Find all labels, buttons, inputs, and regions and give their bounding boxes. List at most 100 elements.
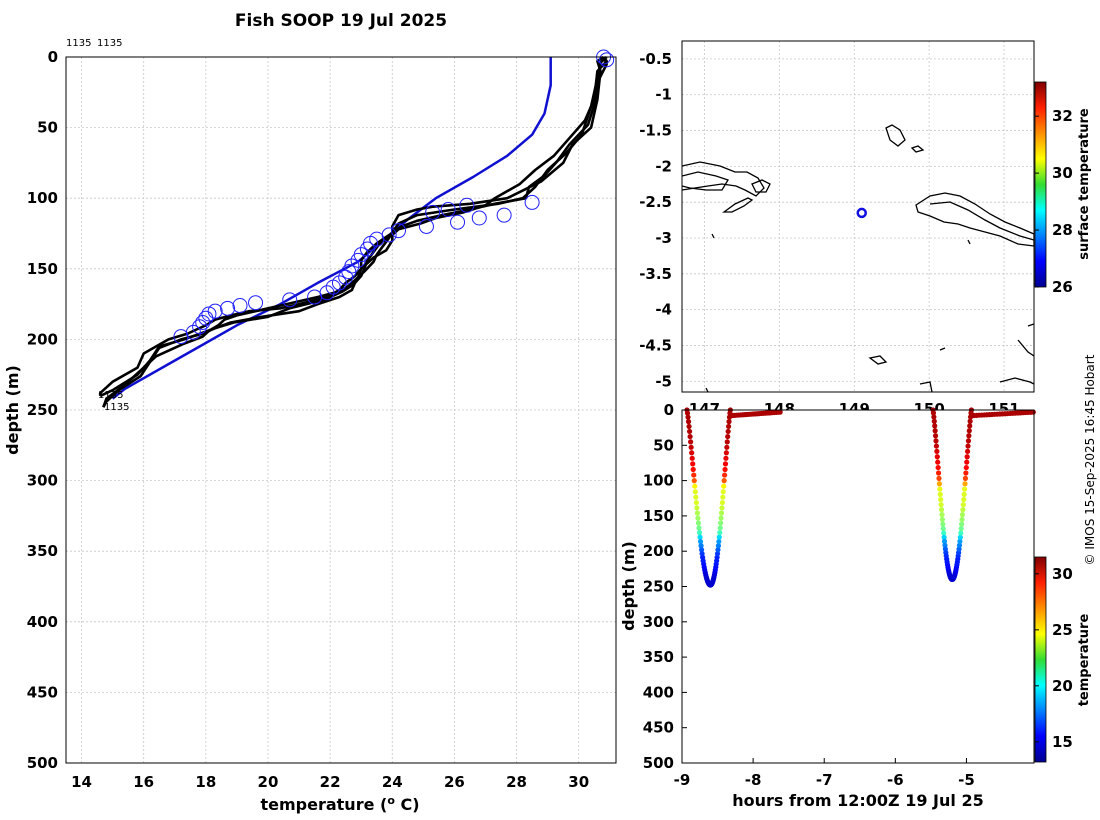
cast-point bbox=[720, 494, 726, 500]
data-point-marker bbox=[418, 218, 434, 234]
profile-y-ticks: 0 50 100 150 200 250 300 350 400 450 500 bbox=[27, 48, 58, 772]
cast-point bbox=[938, 502, 944, 508]
colorbar-tick-label: 25 bbox=[1052, 621, 1073, 639]
cast-point bbox=[719, 505, 725, 511]
data-point-marker bbox=[450, 214, 466, 230]
colorbar-tick-label: 30 bbox=[1052, 164, 1073, 182]
profile-panel: Fish SOOP 19 Jul 2025 1135 1135 14 16 18 20… bbox=[3, 11, 617, 814]
cast-point bbox=[957, 538, 963, 544]
end-label-1: 1135 bbox=[98, 390, 123, 401]
cast-point bbox=[719, 499, 725, 506]
cast-point bbox=[689, 455, 695, 461]
y-tick-label: 450 bbox=[27, 683, 58, 701]
cast-point bbox=[959, 521, 965, 527]
td-y-tick-label: 250 bbox=[643, 578, 674, 596]
coastline-new-ireland-inner bbox=[682, 171, 729, 191]
cast-point bbox=[966, 433, 972, 439]
cast-point bbox=[937, 491, 943, 497]
data-point-marker bbox=[307, 289, 323, 305]
data-point-marker bbox=[282, 292, 298, 308]
map-y-tick-label: -2 bbox=[655, 157, 672, 175]
x-tick-label: 30 bbox=[568, 773, 589, 791]
cast-point bbox=[723, 450, 729, 456]
colorbar-tick-label: 15 bbox=[1052, 733, 1073, 751]
y-tick-label: 400 bbox=[27, 613, 58, 631]
x-tick-label: 28 bbox=[506, 773, 527, 791]
cast-point bbox=[936, 475, 942, 481]
data-point-marker bbox=[201, 306, 217, 322]
cast-point bbox=[963, 464, 969, 471]
cast-point bbox=[720, 489, 726, 495]
cast-point bbox=[939, 516, 946, 523]
x-tick-label: 26 bbox=[444, 773, 465, 791]
cast-point bbox=[937, 486, 943, 492]
time-depth-y-label: depth (m) bbox=[619, 541, 638, 631]
coastline-southern-islets bbox=[868, 347, 946, 365]
data-point-marker bbox=[325, 279, 341, 295]
data-point-marker bbox=[173, 329, 189, 345]
cast-point bbox=[962, 481, 968, 487]
cast-point bbox=[940, 521, 946, 527]
time-depth-points bbox=[684, 407, 1036, 588]
cast-point bbox=[698, 547, 705, 553]
cast-point bbox=[690, 461, 696, 467]
colorbar-tick-label: 20 bbox=[1052, 677, 1073, 695]
cast-point bbox=[941, 534, 947, 540]
td-y-tick-label: 0 bbox=[664, 401, 674, 419]
profile-axes-box bbox=[65, 56, 617, 764]
data-point-marker bbox=[496, 207, 512, 223]
profile-line bbox=[99, 56, 609, 398]
cast-point bbox=[932, 433, 939, 439]
profile-x-ticks: 14 16 18 20 22 24 26 28 30 bbox=[71, 773, 589, 791]
cast-point bbox=[935, 470, 942, 476]
profile-markers bbox=[173, 49, 615, 345]
td-y-tick-label: 450 bbox=[643, 719, 674, 737]
data-point-marker bbox=[232, 298, 248, 314]
map-y-tick-label: -3 bbox=[655, 229, 672, 247]
cast-point bbox=[725, 428, 731, 435]
cast-point bbox=[940, 526, 946, 532]
coastline-islet-west bbox=[722, 197, 754, 213]
td-y-tick-label: 150 bbox=[643, 507, 674, 525]
td-x-tick-label: -7 bbox=[816, 771, 833, 789]
cast-point bbox=[722, 466, 728, 473]
cast-point bbox=[692, 489, 698, 495]
colorbar-tick-label: 30 bbox=[1052, 565, 1073, 583]
cast-point bbox=[718, 515, 724, 521]
time-depth-background bbox=[682, 410, 1034, 763]
x-tick-label: 18 bbox=[195, 773, 216, 791]
cast-point bbox=[930, 410, 937, 416]
y-tick-label: 0 bbox=[48, 48, 58, 66]
td-y-tick-label: 350 bbox=[643, 648, 674, 666]
coastlines bbox=[682, 124, 1034, 392]
map-y-tick-label: -4 bbox=[655, 301, 672, 319]
cast-point bbox=[939, 512, 945, 518]
cast-point bbox=[722, 461, 729, 467]
cast-point bbox=[691, 472, 697, 478]
cast-point bbox=[967, 418, 973, 424]
cast-point bbox=[687, 433, 693, 440]
time-depth-colorbar-label: temperature bbox=[1077, 614, 1092, 707]
td-y-tick-label: 400 bbox=[643, 683, 674, 701]
time-depth-x-label: hours from 12:00Z 19 Jul 25 bbox=[732, 791, 983, 810]
coastline-southeast bbox=[919, 323, 1034, 392]
cast-point bbox=[721, 483, 727, 489]
map-y-tick-label: -0.5 bbox=[639, 50, 672, 68]
cast-point bbox=[714, 551, 721, 557]
cast-point bbox=[716, 534, 722, 540]
cast-point bbox=[724, 444, 730, 450]
cast-point bbox=[723, 455, 729, 461]
map-y-tick-label: -1.5 bbox=[639, 122, 672, 140]
cast-point bbox=[696, 525, 702, 531]
x-tick-label: 16 bbox=[133, 773, 154, 791]
cast-point bbox=[715, 547, 721, 553]
cast-point bbox=[686, 423, 692, 430]
cast-point bbox=[959, 512, 966, 518]
map-ticks: 147 148 149 150 151-0.5-1-1.5-2-2.5-3-3.5-4-… bbox=[639, 50, 1020, 418]
td-x-tick-label: -6 bbox=[887, 771, 904, 789]
cast-point bbox=[717, 530, 723, 536]
map-y-tick-label: -4.5 bbox=[639, 336, 672, 354]
map-axes-box bbox=[681, 40, 1035, 393]
vessel-position-marker bbox=[856, 207, 867, 219]
profile-series bbox=[98, 55, 609, 408]
